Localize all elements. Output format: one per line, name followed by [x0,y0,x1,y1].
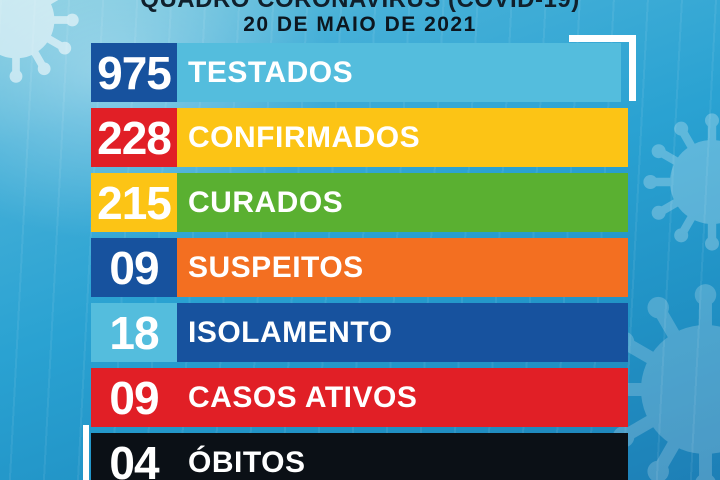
board-date: 20 DE MAIO DE 2021 [243,13,477,36]
stats-list: 975 TESTADOS 228 CONFIRMADOS 215 CURADOS… [91,43,628,480]
stat-label: TESTADOS [177,43,621,102]
stat-value: 228 [91,108,177,167]
bottom-left-accent-bar [83,425,89,480]
corner-bracket-horizontal [569,35,636,42]
stat-label: CURADOS [177,173,628,232]
stat-label: SUSPEITOS [177,238,628,297]
corner-bracket-vertical [629,35,636,101]
stat-label: ÓBITOS [177,433,628,480]
stat-label: ISOLAMENTO [177,303,628,362]
virus-watermark-icon [642,112,720,252]
stat-value: 975 [91,43,177,102]
board-title: QUADRO CORONAVÍRUS (COVID-19) [0,0,720,14]
stat-value: 215 [91,173,177,232]
stat-row-testados: 975 TESTADOS [91,43,621,102]
stat-row-curados: 215 CURADOS [91,173,628,232]
stat-row-obitos: 04 ÓBITOS [91,433,628,480]
stat-row-casos-ativos: 09 CASOS ATIVOS [91,368,628,427]
stat-value: 18 [91,303,177,362]
stat-row-isolamento: 18 ISOLAMENTO [91,303,628,362]
stat-label: CONFIRMADOS [177,108,628,167]
stat-row-confirmados: 228 CONFIRMADOS [91,108,628,167]
stat-label: CASOS ATIVOS [177,368,628,427]
stat-value: 04 [91,433,177,480]
stat-value: 09 [91,368,177,427]
stat-value: 09 [91,238,177,297]
stat-row-suspeitos: 09 SUSPEITOS [91,238,628,297]
